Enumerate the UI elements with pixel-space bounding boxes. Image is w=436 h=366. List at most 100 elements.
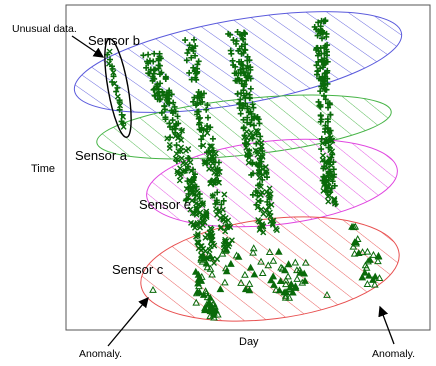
sensor-a-label: Sensor a bbox=[75, 148, 128, 163]
point-cross bbox=[331, 197, 338, 204]
point-plus bbox=[320, 92, 327, 99]
point-plus bbox=[151, 50, 158, 57]
point-plus bbox=[196, 119, 203, 126]
point-cross bbox=[257, 191, 264, 198]
point-plus bbox=[210, 181, 217, 188]
point-plus bbox=[319, 35, 326, 42]
point-triangle bbox=[216, 285, 225, 293]
point-plus bbox=[196, 195, 203, 202]
point-cross bbox=[254, 128, 261, 135]
point-triangle bbox=[348, 222, 356, 230]
point-plus bbox=[315, 19, 322, 26]
point-plus bbox=[208, 177, 215, 184]
point-triangle bbox=[365, 271, 373, 279]
point-plus bbox=[249, 101, 256, 108]
point-plus bbox=[257, 133, 264, 140]
point-plus bbox=[246, 91, 253, 98]
point-plus bbox=[244, 70, 251, 77]
point-plus bbox=[317, 112, 324, 119]
point-cross bbox=[219, 206, 226, 213]
point-cross bbox=[200, 200, 207, 207]
point-plus bbox=[318, 135, 325, 142]
point-cross bbox=[216, 179, 222, 186]
point-plus bbox=[313, 62, 320, 69]
point-cross bbox=[117, 102, 124, 109]
point-cross bbox=[206, 155, 213, 162]
point-cross bbox=[325, 198, 332, 205]
point-triangle bbox=[369, 275, 377, 283]
point-cross bbox=[222, 218, 229, 225]
point-cross bbox=[206, 157, 213, 164]
point-plus bbox=[229, 57, 236, 64]
point-triangle bbox=[264, 261, 273, 269]
point-cross bbox=[254, 204, 261, 211]
point-cross bbox=[201, 158, 208, 165]
point-triangle bbox=[208, 270, 216, 278]
point-plus bbox=[240, 116, 247, 123]
point-plus bbox=[237, 96, 244, 103]
point-triangle bbox=[272, 285, 280, 293]
point-plus bbox=[241, 31, 248, 38]
point-cross bbox=[176, 177, 183, 184]
point-plus bbox=[247, 85, 254, 92]
point-triangle bbox=[358, 273, 367, 281]
y-axis-label: Time bbox=[31, 163, 55, 175]
point-cross bbox=[257, 225, 264, 232]
point-plus bbox=[204, 102, 211, 109]
point-plus bbox=[237, 110, 244, 117]
point-plus bbox=[258, 158, 265, 165]
point-triangle bbox=[149, 285, 157, 293]
point-cross bbox=[164, 135, 171, 142]
point-cross bbox=[326, 155, 333, 162]
point-triangle bbox=[206, 264, 215, 272]
point-plus bbox=[192, 171, 199, 178]
point-plus bbox=[162, 114, 169, 121]
point-triangle bbox=[206, 293, 215, 301]
point-plus bbox=[190, 48, 197, 55]
point-plus bbox=[113, 88, 120, 95]
point-triangle bbox=[350, 249, 359, 257]
point-triangle bbox=[270, 280, 278, 288]
point-plus bbox=[166, 120, 173, 127]
point-plus bbox=[116, 106, 123, 113]
point-triangle bbox=[281, 266, 289, 274]
point-cross bbox=[191, 224, 198, 231]
point-cross bbox=[177, 148, 184, 155]
point-cross bbox=[258, 206, 265, 213]
point-cross bbox=[212, 150, 219, 157]
point-cross bbox=[254, 148, 261, 155]
point-plus bbox=[227, 31, 234, 38]
point-plus bbox=[321, 50, 328, 57]
point-plus bbox=[162, 76, 169, 83]
point-plus bbox=[169, 117, 176, 124]
point-plus bbox=[150, 58, 157, 65]
point-cross bbox=[177, 170, 184, 177]
point-plus bbox=[249, 191, 256, 198]
sensor-e-label: Sensor e bbox=[139, 197, 191, 212]
point-plus bbox=[146, 70, 153, 77]
point-plus bbox=[190, 64, 197, 71]
point-plus bbox=[317, 88, 324, 95]
point-plus bbox=[325, 172, 332, 179]
point-cross bbox=[199, 212, 206, 219]
point-cross bbox=[198, 247, 205, 254]
point-triangle bbox=[275, 286, 284, 294]
point-plus bbox=[323, 33, 330, 40]
point-triangle bbox=[363, 280, 372, 287]
point-cross bbox=[201, 219, 208, 226]
point-cross bbox=[179, 127, 186, 134]
point-plus bbox=[192, 52, 199, 59]
point-cross bbox=[215, 208, 222, 215]
point-cross bbox=[208, 233, 215, 240]
point-triangle bbox=[221, 278, 229, 286]
point-triangle bbox=[203, 263, 212, 271]
unusual-data-outline bbox=[104, 38, 132, 138]
point-cross bbox=[193, 200, 200, 207]
point-cross bbox=[185, 146, 192, 152]
point-plus bbox=[154, 96, 161, 103]
point-plus bbox=[233, 40, 240, 47]
point-plus bbox=[186, 42, 193, 49]
point-cross bbox=[322, 175, 329, 182]
annotation-anomaly-left-arrow bbox=[107, 297, 149, 347]
